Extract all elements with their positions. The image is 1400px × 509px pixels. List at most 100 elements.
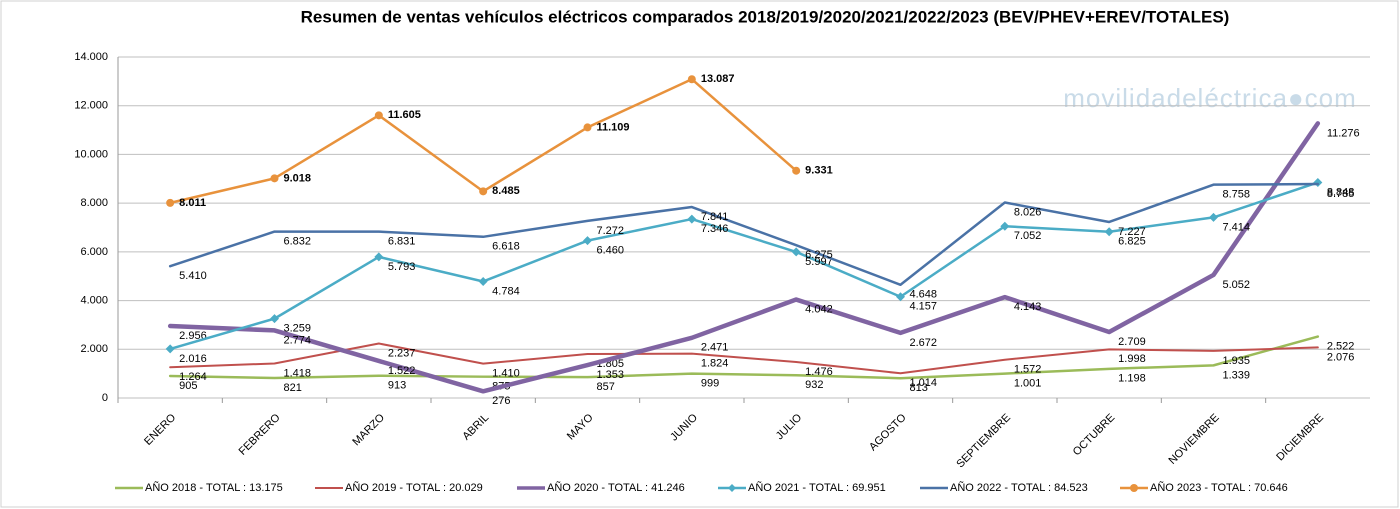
data-label: 5.410 — [179, 270, 207, 282]
data-label: 7.841 — [701, 211, 729, 223]
data-label: 1.001 — [1014, 378, 1042, 390]
point — [687, 75, 696, 84]
point — [1104, 227, 1114, 237]
data-label: 8.485 — [492, 185, 520, 197]
data-label: 999 — [701, 378, 719, 390]
data-label: 6.831 — [388, 236, 416, 248]
data-label: 5.793 — [388, 261, 416, 273]
data-label: 1.264 — [179, 371, 207, 383]
point — [687, 214, 697, 224]
data-label: 1.998 — [1118, 353, 1146, 365]
point — [374, 252, 384, 262]
point — [587, 376, 588, 378]
point — [482, 363, 484, 365]
point — [378, 231, 380, 233]
point — [583, 236, 592, 246]
point — [166, 198, 175, 207]
data-label: 8.026 — [1014, 206, 1042, 218]
y-tick-label: 4.000 — [80, 294, 108, 306]
data-label: 6.832 — [284, 235, 312, 247]
data-label: 13.087 — [701, 73, 735, 85]
data-label: 7.227 — [1118, 226, 1146, 238]
point — [1004, 359, 1006, 361]
point — [378, 360, 380, 362]
point — [1004, 373, 1006, 375]
data-label: 1.522 — [388, 365, 416, 377]
point — [378, 343, 380, 345]
point — [900, 332, 901, 334]
point — [274, 231, 275, 233]
point — [1004, 296, 1006, 298]
data-label: 1.198 — [1118, 373, 1146, 385]
data-label: 6.275 — [805, 249, 833, 261]
point — [583, 123, 592, 132]
point — [274, 329, 275, 331]
data-label: 913 — [388, 380, 406, 392]
point — [896, 292, 905, 302]
point — [482, 376, 484, 378]
data-label: 4.648 — [910, 289, 938, 301]
data-label: 1.014 — [910, 377, 938, 389]
data-label: 2.709 — [1118, 336, 1146, 348]
y-tick-label: 10.000 — [74, 148, 108, 160]
point — [169, 375, 171, 377]
series-line — [168, 182, 1320, 287]
data-label: 2.076 — [1327, 351, 1355, 363]
y-tick-label: 6.000 — [80, 246, 108, 258]
y-tick-label: 12.000 — [74, 100, 108, 112]
point — [1317, 336, 1319, 338]
point — [1108, 331, 1110, 333]
data-label: 8.848 — [1327, 186, 1355, 198]
point — [1108, 368, 1110, 370]
point — [169, 325, 171, 327]
legend-marker — [728, 484, 736, 492]
data-label: 11.605 — [388, 109, 421, 121]
data-label: 7.052 — [1014, 230, 1042, 242]
data-label: 2.471 — [701, 342, 729, 354]
data-label: 2.237 — [388, 347, 416, 359]
data-label: 1.339 — [1223, 369, 1251, 381]
point — [1000, 221, 1010, 231]
data-label: 8.011 — [179, 197, 206, 209]
data-label: 813 — [910, 382, 928, 394]
series-line — [167, 121, 1321, 394]
y-tick-label: 2.000 — [80, 343, 108, 355]
data-label: 11.109 — [597, 121, 630, 133]
point — [374, 111, 383, 120]
data-label: 6.460 — [597, 245, 625, 257]
data-label: 1.353 — [597, 369, 625, 381]
point — [792, 166, 801, 175]
data-label: 1.476 — [805, 366, 833, 378]
point — [274, 362, 275, 364]
data-label: 11.276 — [1327, 127, 1360, 139]
point — [1213, 350, 1214, 352]
point — [691, 206, 693, 208]
point — [270, 174, 279, 183]
point — [900, 377, 901, 379]
point — [274, 377, 275, 379]
point — [165, 344, 175, 354]
data-label: 9.331 — [805, 165, 833, 177]
data-label: 4.157 — [910, 301, 938, 313]
point — [795, 244, 797, 246]
point — [482, 390, 484, 392]
point — [1213, 184, 1214, 186]
data-label: 1.935 — [1223, 355, 1251, 367]
point — [482, 236, 484, 238]
point — [479, 187, 488, 196]
point — [169, 265, 171, 267]
point — [270, 314, 279, 324]
point — [587, 364, 588, 366]
legend-marker — [1130, 484, 1138, 492]
data-label: 857 — [597, 381, 615, 393]
data-label: 6.825 — [1118, 236, 1146, 248]
point — [1317, 122, 1319, 124]
series-line — [168, 335, 1320, 380]
point — [1213, 274, 1214, 276]
data-label: 1.572 — [1014, 364, 1042, 376]
data-label: 5.052 — [1223, 279, 1251, 291]
data-label: 4.784 — [492, 285, 520, 297]
point — [1004, 202, 1006, 204]
point — [1213, 364, 1214, 366]
data-label: 4.143 — [1014, 301, 1042, 313]
